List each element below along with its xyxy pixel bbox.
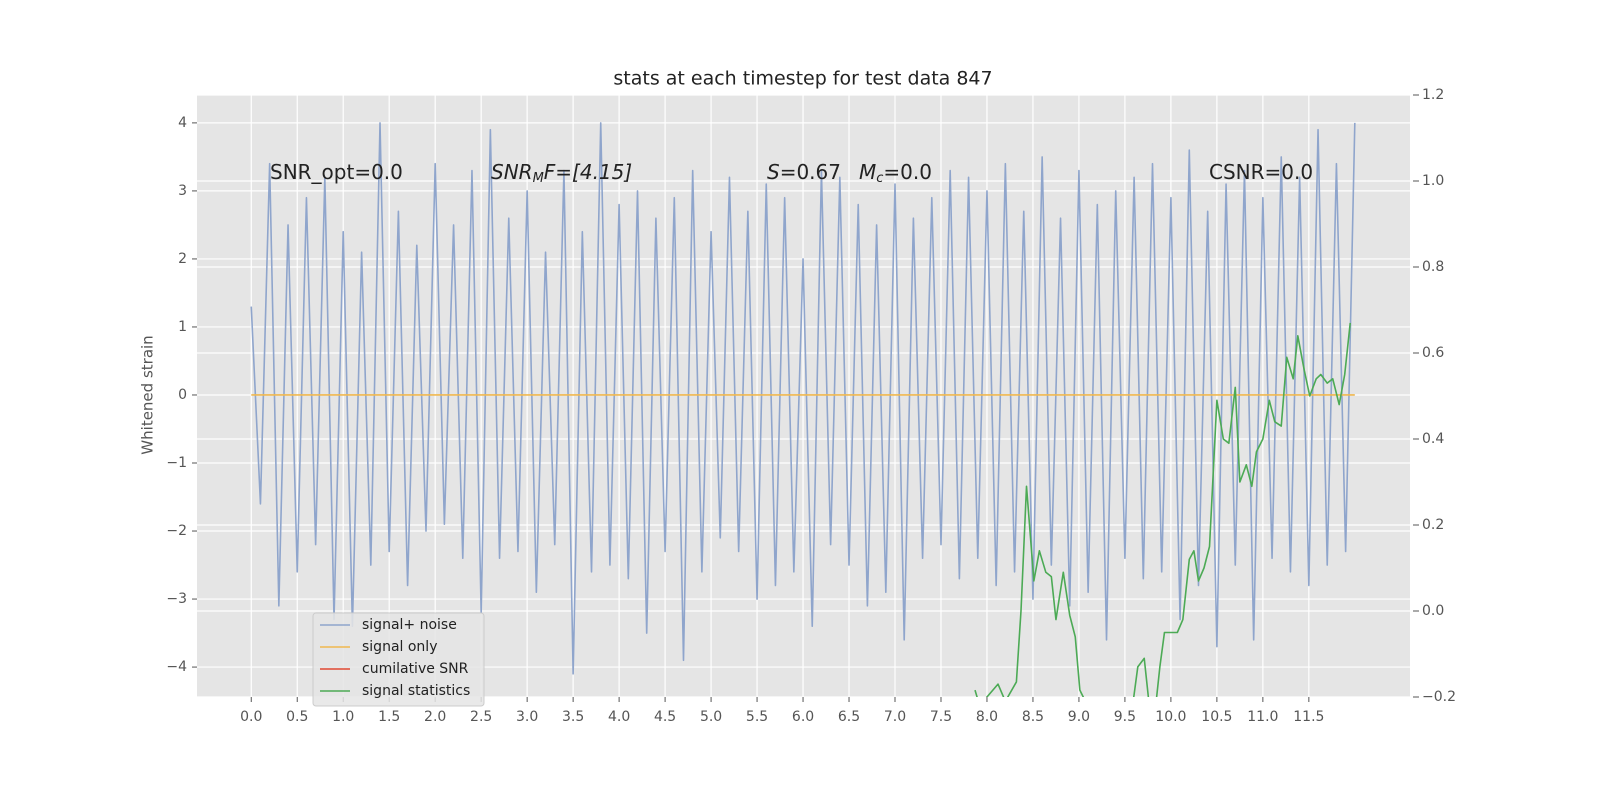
x-tick-label: 6.5 xyxy=(838,709,860,725)
y-tick-label: −3 xyxy=(166,591,187,607)
annotation-part: S xyxy=(767,160,780,184)
x-tick-label: 11.0 xyxy=(1247,709,1278,725)
marks xyxy=(250,122,1356,697)
y-tick-label: −2 xyxy=(166,523,187,539)
y2-tick-label: 0.6 xyxy=(1422,345,1444,361)
y-tick-label: 4 xyxy=(178,115,187,131)
x-tick-label: 1.0 xyxy=(332,709,354,725)
x-tick-label: 7.0 xyxy=(884,709,906,725)
x-tick-label: 9.5 xyxy=(1114,709,1136,725)
x-tick-label: 11.5 xyxy=(1293,709,1324,725)
series-line xyxy=(974,322,1352,697)
legend-label: signal+ noise xyxy=(362,617,457,633)
annotation-part: M xyxy=(859,160,876,184)
y-tick-label: 1 xyxy=(178,319,187,335)
annotation: S=0.67 xyxy=(767,160,841,184)
x-tick-label: 7.5 xyxy=(930,709,952,725)
x-tick-label: 5.0 xyxy=(700,709,722,725)
legend-label: signal statistics xyxy=(362,683,470,699)
x-tick-label: 6.0 xyxy=(792,709,814,725)
y2-tick-label: 0.8 xyxy=(1422,259,1444,275)
x-tick-label: 4.0 xyxy=(608,709,630,725)
legend: signal+ noise signal only cumilative SNR si… xyxy=(312,612,485,707)
x-tick-label: 3.5 xyxy=(562,709,584,725)
annotation: SNRMF=[4.15] xyxy=(491,160,632,186)
x-tick-label: 9.0 xyxy=(1068,709,1090,725)
x-tick-label: 0.0 xyxy=(240,709,262,725)
annotations: SNR_opt=0.0 SNRMF=[4.15] S=0.67 Mc=0.0 CSNR=… xyxy=(270,160,1313,186)
annotation-part: =0.0 xyxy=(883,160,932,184)
y-tick-label: 0 xyxy=(178,387,187,403)
y-tick-label: −1 xyxy=(166,455,187,471)
axes: 0.0 0.5 1.0 1.5 2.0 2.5 3.0 3.5 4.0 4.5 5.0 5.5 6.0 6… xyxy=(166,87,1456,725)
y2-tick-label: 1.2 xyxy=(1422,87,1444,103)
y-tick-label: 3 xyxy=(178,183,187,199)
grid xyxy=(197,94,1410,698)
annotation-part: SNR xyxy=(491,160,533,184)
x-tick-label: 10.5 xyxy=(1201,709,1232,725)
y2-tick-label: −0.2 xyxy=(1422,689,1456,705)
annotation-part: =0.67 xyxy=(780,160,841,184)
x-tick-label: 10.0 xyxy=(1155,709,1186,725)
x-tick-label: 0.5 xyxy=(286,709,308,725)
annotation-part: SNR_opt=0.0 xyxy=(270,160,403,184)
x-tick-label: 8.0 xyxy=(976,709,998,725)
x-tick-label: 2.5 xyxy=(470,709,492,725)
y-tick-label: −4 xyxy=(166,659,187,675)
y2-tick-label: 1.0 xyxy=(1422,173,1444,189)
y2-tick-label: 0.2 xyxy=(1422,517,1444,533)
x-tick-label: 1.5 xyxy=(378,709,400,725)
annotation-part: CSNR=0.0 xyxy=(1209,160,1313,184)
y-tick-label: 2 xyxy=(178,251,187,267)
x-tick-label: 4.5 xyxy=(654,709,676,725)
legend-label: signal only xyxy=(362,639,437,655)
annotation: SNR_opt=0.0 xyxy=(270,160,403,184)
x-tick-label: 3.0 xyxy=(516,709,538,725)
annotation: CSNR=0.0 xyxy=(1209,160,1313,184)
y2-tick-label: 0.0 xyxy=(1422,603,1444,619)
y-axis-label: Whitened strain xyxy=(139,335,157,454)
x-tick-label: 8.5 xyxy=(1022,709,1044,725)
legend-box xyxy=(312,612,485,707)
annotation-part: F=[4.15] xyxy=(544,160,632,184)
annotation-subscript: M xyxy=(533,171,544,186)
y2-tick-label: 0.4 xyxy=(1422,431,1444,447)
annotation: Mc=0.0 xyxy=(859,160,932,186)
chart-title: stats at each timestep for test data 847 xyxy=(613,68,992,90)
series-line xyxy=(250,122,1356,675)
x-tick-label: 2.0 xyxy=(424,709,446,725)
annotation-subscript: c xyxy=(876,171,883,186)
x-tick-label: 5.5 xyxy=(746,709,768,725)
legend-label: cumilative SNR xyxy=(362,661,469,677)
